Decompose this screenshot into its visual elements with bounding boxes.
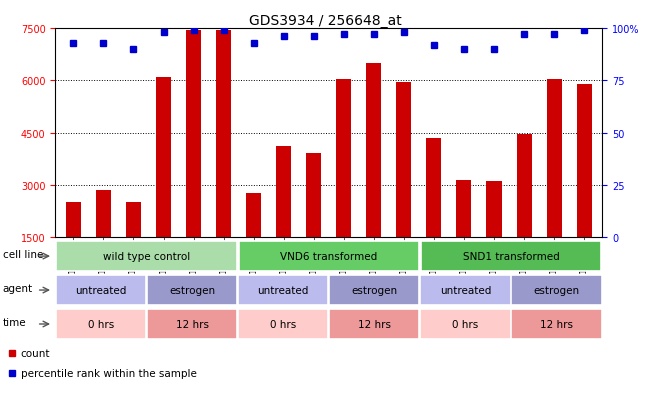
Bar	[96, 190, 111, 237]
Bar	[246, 194, 261, 237]
Bar	[276, 147, 291, 237]
Bar	[486, 182, 501, 237]
Bar	[126, 203, 141, 237]
Bar	[426, 138, 441, 237]
Text: percentile rank within the sample: percentile rank within the sample	[21, 368, 197, 378]
Text: 12 hrs: 12 hrs	[176, 319, 208, 329]
Bar	[66, 203, 81, 237]
Text: time: time	[3, 318, 26, 328]
Text: 12 hrs: 12 hrs	[540, 319, 573, 329]
Text: wild type control: wild type control	[103, 252, 190, 261]
Bar	[516, 135, 532, 237]
Text: estrogen: estrogen	[352, 285, 397, 295]
Bar	[577, 85, 592, 237]
Text: estrogen: estrogen	[534, 285, 579, 295]
Text: 12 hrs: 12 hrs	[358, 319, 391, 329]
Text: count: count	[21, 349, 50, 358]
Bar	[367, 64, 381, 237]
Text: untreated: untreated	[258, 285, 309, 295]
Text: 0 hrs: 0 hrs	[452, 319, 478, 329]
Bar	[337, 79, 352, 237]
Bar	[306, 154, 321, 237]
Text: cell line: cell line	[3, 250, 43, 260]
Bar	[456, 180, 471, 237]
Bar	[216, 31, 231, 237]
Text: 0 hrs: 0 hrs	[88, 319, 114, 329]
Text: agent: agent	[3, 284, 33, 294]
Text: 0 hrs: 0 hrs	[270, 319, 296, 329]
Text: untreated: untreated	[440, 285, 491, 295]
Bar	[156, 78, 171, 237]
Bar	[396, 83, 411, 237]
Text: SND1 transformed: SND1 transformed	[463, 252, 559, 261]
Text: VND6 transformed: VND6 transformed	[280, 252, 378, 261]
Bar	[547, 79, 562, 237]
Text: untreated: untreated	[76, 285, 126, 295]
Text: estrogen: estrogen	[169, 285, 215, 295]
Bar	[186, 31, 201, 237]
Text: GDS3934 / 256648_at: GDS3934 / 256648_at	[249, 14, 402, 28]
